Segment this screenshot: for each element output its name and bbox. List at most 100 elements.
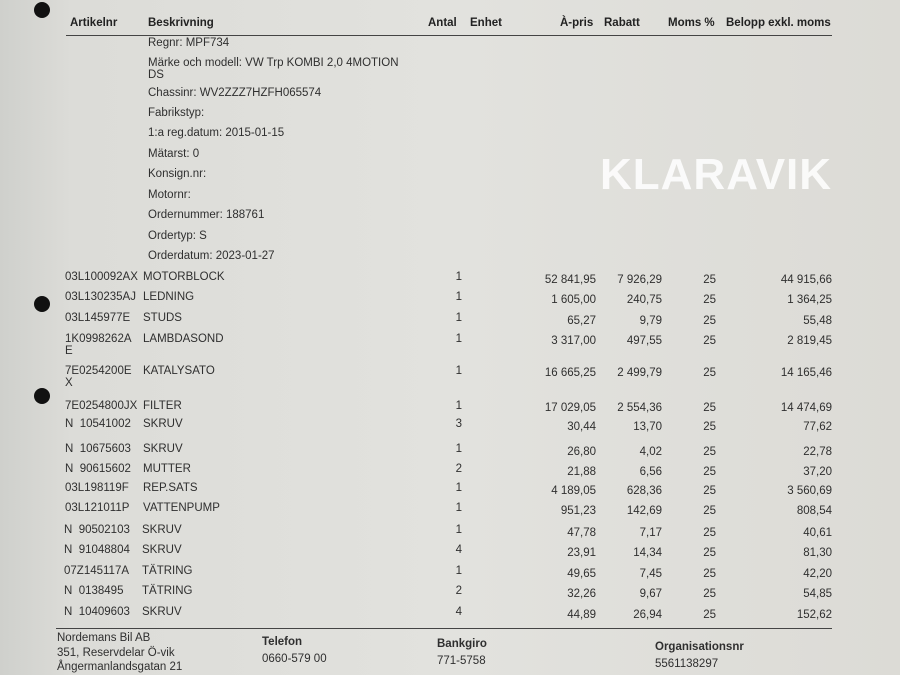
quantity: 1	[455, 400, 462, 412]
amount-excl-vat: 44 915,66	[780, 274, 832, 286]
unit-price: 65,27	[567, 315, 596, 327]
amount-excl-vat: 77,62	[803, 421, 832, 433]
unit-price: 1 605,00	[551, 294, 596, 306]
unit-price: 23,91	[567, 547, 596, 559]
amount-excl-vat: 40,61	[803, 527, 832, 539]
vehicle-info-line: 1:a reg.datum: 2015-01-15	[148, 127, 285, 139]
header-rule	[66, 35, 832, 36]
amount-excl-vat: 54,85	[803, 588, 832, 600]
unit-price: 21,88	[567, 466, 596, 478]
quantity: 1	[455, 443, 462, 455]
column-header: À-pris	[560, 17, 594, 29]
description: KATALYSATO	[143, 365, 215, 377]
description: SKRUV	[142, 544, 182, 556]
vat-percent: 25	[703, 446, 716, 458]
vat-percent: 25	[703, 294, 716, 306]
quantity: 1	[455, 365, 462, 377]
article-number: 03L100092AX	[65, 271, 138, 283]
quantity: 1	[455, 482, 462, 494]
vat-percent: 25	[703, 485, 716, 497]
amount-excl-vat: 14 165,46	[780, 367, 832, 379]
discount: 240,75	[626, 294, 662, 306]
vat-percent: 25	[703, 527, 716, 539]
unit-price: 16 665,25	[544, 367, 596, 379]
unit-price: 3 317,00	[551, 335, 596, 347]
quantity: 3	[455, 418, 462, 430]
amount-excl-vat: 2 819,45	[787, 335, 832, 347]
description: SKRUV	[143, 443, 183, 455]
unit-price: 30,44	[567, 421, 596, 433]
binder-hole	[34, 2, 50, 18]
description: MUTTER	[143, 463, 191, 475]
unit-price: 17 029,05	[544, 402, 596, 414]
column-header: Rabatt	[604, 17, 640, 29]
discount: 142,69	[626, 505, 662, 517]
vehicle-info-line: Konsign.nr:	[148, 168, 207, 180]
vat-percent: 25	[703, 421, 716, 433]
vat-percent: 25	[703, 547, 716, 559]
article-number: N 10541002	[65, 418, 131, 430]
vehicle-info-line: Orderdatum: 2023-01-27	[148, 250, 275, 262]
watermark-logo: KLARAVIK	[600, 150, 833, 199]
discount: 628,36	[626, 485, 662, 497]
article-number: N 90615602	[65, 463, 131, 475]
bankgiro-value: 771-5758	[437, 655, 486, 667]
quantity: 1	[455, 291, 462, 303]
article-number: 03L145977E	[65, 312, 131, 324]
article-number: 03L121011P	[65, 502, 130, 514]
amount-excl-vat: 42,20	[803, 568, 832, 580]
description: STUDS	[143, 312, 182, 324]
article-number: N 91048804	[64, 544, 130, 556]
description: SKRUV	[142, 606, 182, 618]
vehicle-info-line: Mätarst: 0	[148, 148, 200, 160]
amount-excl-vat: 3 560,69	[787, 485, 832, 497]
vehicle-info-line: Märke och modell: VW Trp KOMBI 2,0 4MOTI…	[148, 57, 399, 81]
vat-percent: 25	[703, 505, 716, 517]
quantity: 2	[455, 463, 462, 475]
unit-price: 4 189,05	[551, 485, 596, 497]
discount: 26,94	[633, 609, 662, 621]
description: TÄTRING	[142, 565, 193, 577]
quantity: 1	[455, 502, 462, 514]
quantity: 4	[455, 544, 462, 556]
quantity: 1	[455, 312, 462, 324]
article-number: N 10675603	[65, 443, 131, 455]
description: VATTENPUMP	[143, 502, 220, 514]
amount-excl-vat: 37,20	[803, 466, 832, 478]
discount: 13,70	[633, 421, 662, 433]
discount: 2 499,79	[617, 367, 662, 379]
vat-percent: 25	[703, 274, 716, 286]
discount: 14,34	[633, 547, 662, 559]
article-number: 7E0254200E X	[65, 365, 132, 389]
amount-excl-vat: 1 364,25	[787, 294, 832, 306]
column-header: Artikelnr	[70, 17, 118, 29]
discount: 9,79	[639, 315, 662, 327]
quantity: 1	[455, 333, 462, 345]
amount-excl-vat: 55,48	[803, 315, 832, 327]
vat-percent: 25	[703, 588, 716, 600]
vat-percent: 25	[703, 315, 716, 327]
description: MOTORBLOCK	[143, 271, 225, 283]
quantity: 1	[455, 565, 462, 577]
vehicle-info-line: Ordernummer: 188761	[148, 209, 265, 221]
column-header: Enhet	[470, 17, 502, 29]
quantity: 2	[455, 585, 462, 597]
org-label: Organisationsnr	[655, 641, 744, 653]
quantity: 4	[455, 606, 462, 618]
article-number: N 10409603	[64, 606, 130, 618]
unit-price: 52 841,95	[544, 274, 596, 286]
vat-percent: 25	[703, 568, 716, 580]
quantity: 1	[455, 524, 462, 536]
amount-excl-vat: 808,54	[796, 505, 832, 517]
company-name: Nordemans Bil AB	[57, 632, 151, 644]
vat-percent: 25	[703, 402, 716, 414]
address-line-1: 351, Reservdelar Ö-vik	[57, 647, 175, 659]
article-number: 03L130235AJ	[65, 291, 136, 303]
vehicle-info-line: Ordertyp: S	[148, 230, 207, 242]
unit-price: 26,80	[567, 446, 596, 458]
discount: 2 554,36	[617, 402, 662, 414]
description: REP.SATS	[143, 482, 198, 494]
article-number: 03L198119F	[65, 482, 129, 494]
column-header: Antal	[428, 17, 457, 29]
bankgiro-label: Bankgiro	[437, 638, 487, 650]
